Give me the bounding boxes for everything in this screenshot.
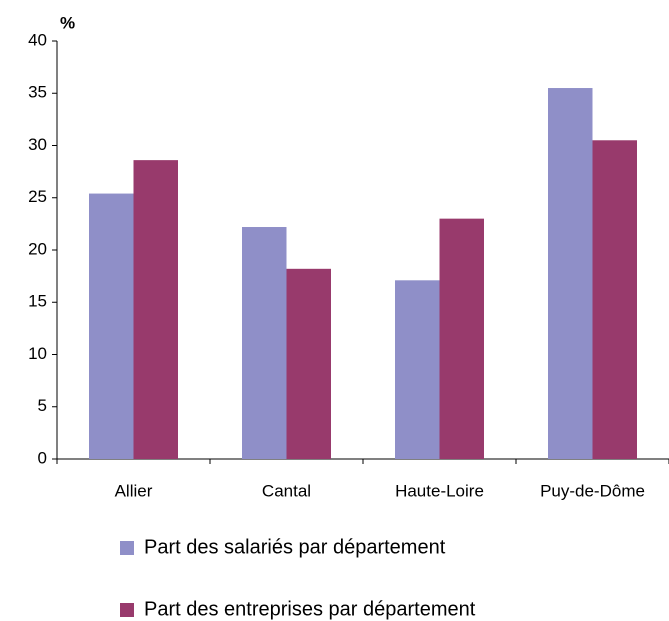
bar bbox=[242, 227, 287, 459]
legend-swatch bbox=[120, 603, 134, 617]
bar bbox=[439, 218, 484, 459]
legend-label: Part des salariés par département bbox=[144, 536, 446, 558]
y-tick-label: 5 bbox=[38, 396, 47, 415]
y-tick-label: 0 bbox=[38, 448, 47, 467]
bar bbox=[548, 88, 593, 460]
y-tick-label: 40 bbox=[28, 30, 47, 49]
legend-label: Part des entreprises par département bbox=[144, 598, 476, 620]
legend-swatch bbox=[120, 541, 134, 555]
y-tick-label: 15 bbox=[28, 292, 47, 311]
bar bbox=[592, 140, 637, 459]
y-tick-label: 10 bbox=[28, 344, 47, 363]
x-tick-label: Haute-Loire bbox=[395, 481, 484, 500]
x-tick-label: Allier bbox=[115, 481, 153, 500]
bar bbox=[395, 280, 440, 459]
y-axis-label: % bbox=[60, 13, 75, 32]
y-tick-label: 25 bbox=[28, 187, 47, 206]
y-tick-label: 30 bbox=[28, 135, 47, 154]
y-tick-label: 20 bbox=[28, 239, 47, 258]
x-tick-label: Puy-de-Dôme bbox=[540, 481, 645, 500]
bar bbox=[133, 160, 178, 459]
bar bbox=[286, 268, 331, 459]
x-tick-label: Cantal bbox=[262, 481, 311, 500]
y-tick-label: 35 bbox=[28, 83, 47, 102]
bar bbox=[89, 193, 134, 459]
